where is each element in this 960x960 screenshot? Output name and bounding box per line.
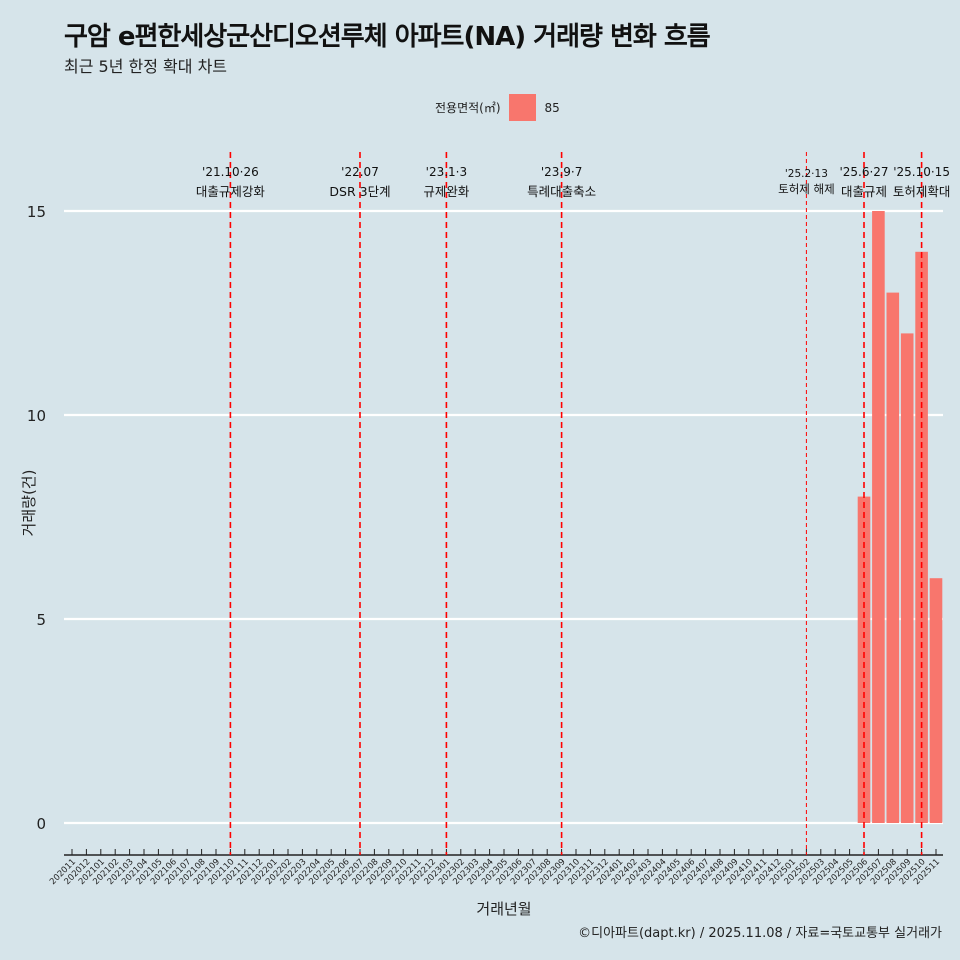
legend-key-85: [508, 94, 536, 121]
bar-202506: [857, 496, 871, 823]
y-tick-label: 5: [36, 611, 46, 629]
event-label: DSR 3단계: [329, 184, 390, 199]
event-date: '23.9·7: [541, 165, 582, 179]
event-label: 토허제확대: [893, 184, 951, 199]
event-date: '23.1·3: [426, 165, 467, 179]
event-label: 규제완화: [423, 184, 470, 199]
y-tick-label: 0: [36, 815, 46, 833]
bar-202511: [929, 578, 943, 823]
event-date: '25.10·15: [893, 165, 950, 179]
event-label: 대출규제강화: [196, 184, 266, 199]
event-date: '25.2·13: [785, 168, 828, 180]
y-axis-title: 거래량(건): [20, 470, 38, 537]
event-date: '21.10·26: [202, 165, 259, 179]
x-axis-title: 거래년월: [476, 900, 531, 918]
event-date: '22.07: [341, 165, 379, 179]
legend-label-85: 85: [544, 100, 560, 115]
caption: ©디아파트(dapt.kr) / 2025.11.08 / 자료=국토교통부 실…: [578, 926, 942, 941]
event-label: 특례대출축소: [527, 184, 596, 199]
chart-subtitle: 최근 5년 한정 확대 차트: [64, 57, 228, 76]
event-date: '25.6·27: [839, 165, 888, 179]
legend-title: 전용면적(㎡): [435, 101, 501, 115]
bar-202507: [872, 211, 885, 823]
chart-title: 구암 e편한세상군산디오션루체 아파트(NA) 거래량 변화 흐름: [64, 22, 711, 52]
event-label: 대출규제: [841, 184, 887, 199]
bar-202509: [900, 333, 914, 823]
bar-202508: [886, 292, 900, 824]
event-label: 토허제 해제: [778, 182, 835, 196]
y-tick-label: 10: [27, 407, 46, 425]
legend: 전용면적(㎡) 85: [435, 94, 560, 121]
y-tick-label: 15: [27, 203, 46, 221]
